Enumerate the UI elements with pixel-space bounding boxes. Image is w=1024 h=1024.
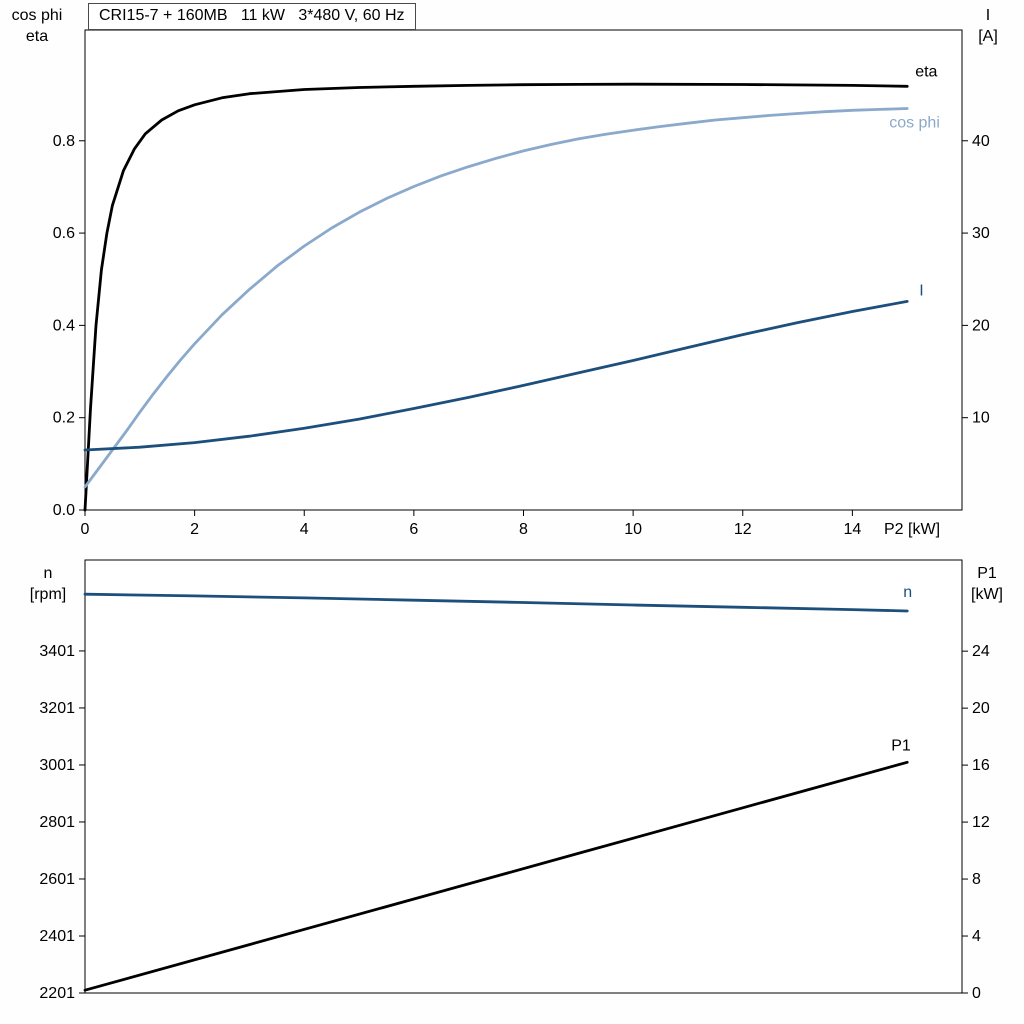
right-axis-tick-label: 10	[972, 410, 990, 427]
left-axis-tick-label: 2401	[39, 928, 75, 945]
series-curve-i	[83, 299, 909, 452]
x-axis-label: P2 [kW]	[884, 521, 940, 538]
x-axis-tick-label: 14	[843, 521, 861, 538]
right-axis-tick-label: 4	[972, 928, 981, 945]
right-axis-tick-label: 12	[972, 814, 990, 831]
x-axis-tick-label: 10	[624, 521, 642, 538]
series-curve-cos-phi	[83, 107, 909, 489]
series-label-eta: eta	[915, 63, 937, 80]
left-axis-tick-label: 0.2	[53, 410, 75, 427]
x-axis-tick-label: 0	[81, 521, 90, 538]
left-axis-tick-label: 3201	[39, 700, 75, 717]
left-axis-tick-label: 0.6	[53, 225, 75, 242]
x-axis-tick-label: 4	[300, 521, 309, 538]
right-axis-tick-label: 40	[972, 133, 990, 150]
series-label-i: I	[919, 282, 923, 299]
x-axis-tick-label: 8	[519, 521, 528, 538]
plot-frame	[84, 29, 963, 511]
top-chart-right-axis-title: I [A]	[960, 5, 1016, 47]
series-curve-eta	[83, 82, 909, 512]
x-axis-tick-label: 12	[734, 521, 752, 538]
left-axis-tick-label: 0.4	[53, 317, 75, 334]
right-axis-tick-label: 20	[972, 317, 990, 334]
power-axis-title-line2: [kW]	[971, 586, 1003, 603]
top-chart-left-axis-title: cos phi eta	[4, 5, 70, 47]
x-axis-tick-label: 6	[409, 521, 418, 538]
left-axis-tick-label: 2201	[39, 985, 75, 1002]
speed-axis-title-line1: n	[43, 565, 53, 582]
left-axis-tick-label: 2601	[39, 871, 75, 888]
right-axis-tick-label: 20	[972, 700, 990, 717]
plot-frame	[84, 559, 963, 994]
right-axis-title-line2: [A]	[978, 28, 998, 45]
power-axis-title-line1: P1	[977, 565, 997, 582]
series-curve-p1	[83, 760, 909, 992]
series-label-p1: P1	[891, 737, 911, 754]
left-axis-tick-label: 0.0	[53, 502, 75, 519]
right-axis-tick-label: 8	[972, 871, 981, 888]
right-axis-title-line1: I	[985, 7, 991, 24]
x-axis-tick-label: 2	[190, 521, 199, 538]
left-axis-tick-label: 3001	[39, 757, 75, 774]
bottom-chart-left-axis-title: n [rpm]	[16, 563, 80, 605]
left-axis-tick-label: 0.8	[53, 133, 75, 150]
chart-title-box: CRI15-7 + 160MB 11 kW 3*480 V, 60 Hz	[88, 3, 416, 30]
bottom-chart-right-axis-title: P1 [kW]	[956, 563, 1018, 605]
left-axis-tick-label: 2801	[39, 814, 75, 831]
series-label-n: n	[903, 584, 912, 601]
right-axis-tick-label: 16	[972, 757, 990, 774]
right-axis-tick-label: 24	[972, 643, 990, 660]
series-label-cos-phi: cos phi	[889, 114, 940, 131]
series-curve-n	[83, 592, 909, 613]
right-axis-tick-label: 0	[972, 985, 981, 1002]
left-axis-title-line2: eta	[25, 28, 49, 45]
left-axis-title-line1: cos phi	[11, 7, 63, 24]
speed-axis-title-line2: [rpm]	[29, 586, 67, 603]
right-axis-tick-label: 30	[972, 225, 990, 242]
left-axis-tick-label: 3401	[39, 643, 75, 660]
